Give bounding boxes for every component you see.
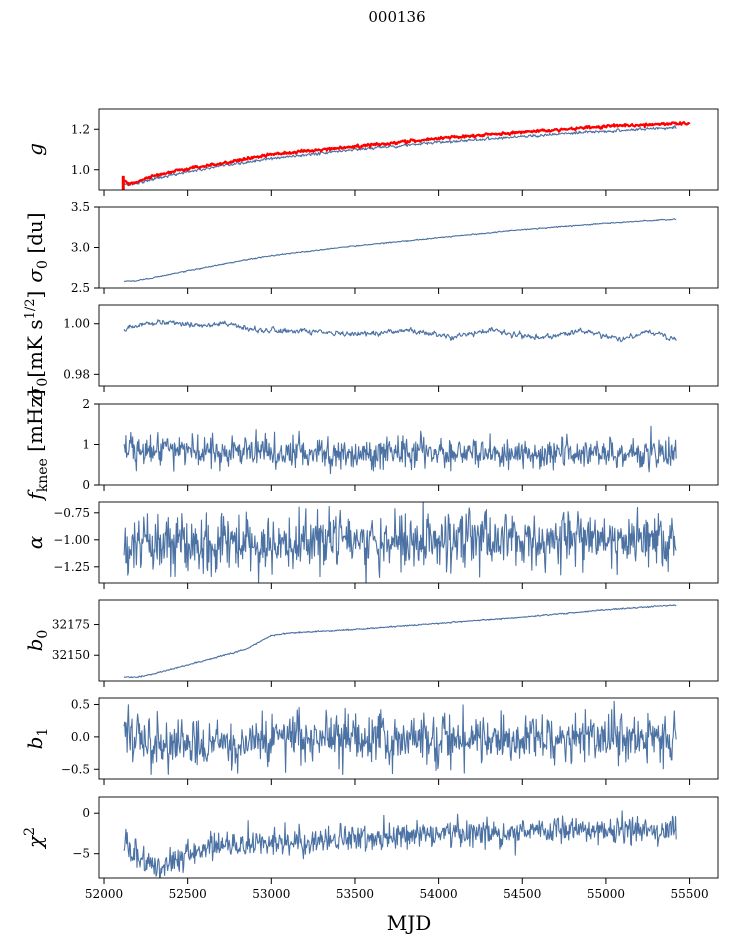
figure-title: 000136 (368, 8, 425, 26)
series-line-g-0 (123, 125, 677, 187)
panel-fknee: 0 1 2 fknee [mHz] (23, 389, 719, 502)
ytick-label-fknee-2: 2 (82, 397, 90, 411)
frame-b0 (98, 599, 719, 682)
series-line-alpha-0 (123, 502, 677, 583)
series-line-b1-0 (123, 700, 677, 776)
series-line-b0-0 (123, 604, 677, 679)
frame-sigma0_mk (98, 304, 719, 387)
series-line-sigma0_du-0 (123, 218, 677, 283)
xtick-label-2: 53000 (252, 887, 290, 901)
series-line-fknee-0 (123, 425, 677, 475)
xtick-label-3: 53500 (336, 887, 374, 901)
panel-sigma0_mk: 0.98 1.00 σ0[mK s1/2] (23, 291, 719, 401)
series-line-sigma0_mk-0 (123, 319, 677, 343)
ytick-label-alpha-2: −0.75 (53, 506, 90, 520)
ytick-label-sigma0_mk-1: 1.00 (63, 317, 90, 331)
xtick-label-7: 55500 (670, 887, 708, 901)
ylabel-sigma0_mk: σ0[mK s1/2] (23, 291, 51, 401)
ytick-label-b1-2: 0.5 (71, 697, 90, 711)
ytick-label-chi2-0: −5 (72, 847, 90, 861)
xtick-label-5: 54500 (503, 887, 541, 901)
series-line-chi2-0 (123, 810, 677, 878)
frame-sigma0_du (98, 206, 719, 289)
ylabel-g: g (23, 143, 47, 156)
panel-alpha: −1.25 −1.00 −0.75 α (23, 501, 719, 589)
ytick-label-b0-1: 32175 (52, 618, 90, 632)
xtick-label-4: 54000 (420, 887, 458, 901)
panel-b1: −0.5 0.0 0.5 b1 (23, 697, 719, 785)
ytick-label-alpha-1: −1.00 (53, 533, 90, 547)
ytick-label-fknee-1: 1 (82, 438, 90, 452)
panel-g: 1.0 1.2 g (23, 108, 719, 196)
series-line-g-1 (121, 121, 691, 186)
xtick-label-0: 52000 (85, 887, 123, 901)
ytick-label-b1-1: 0.0 (71, 730, 90, 744)
ytick-label-b0-0: 32150 (52, 648, 90, 662)
ylabel-b1: b1 (23, 728, 51, 750)
ylabel-chi2: χ2 (22, 827, 47, 850)
ytick-label-alpha-0: −1.25 (53, 560, 90, 574)
ylabel-b0: b0 (23, 630, 51, 652)
ytick-label-sigma0_du-1: 3.0 (71, 241, 90, 255)
frame-g (98, 108, 719, 191)
panel-sigma0_du: 2.5 3.0 3.5 σ0 [du] (23, 200, 719, 295)
frame-alpha (98, 501, 719, 584)
ytick-label-sigma0_du-2: 3.5 (71, 200, 90, 214)
panel-chi2: −5 0 52000 52500 53000 53500 54000 54500 55000 55… (22, 796, 719, 901)
ylabel-sigma0_du: σ0 [du] (23, 212, 51, 282)
ytick-label-g-0: 1.0 (71, 163, 90, 177)
xtick-label-1: 52500 (169, 887, 207, 901)
ytick-label-b1-0: −0.5 (61, 762, 90, 776)
ytick-label-chi2-1: 0 (82, 806, 90, 820)
ytick-label-fknee-0: 0 (82, 478, 90, 492)
frame-b1 (98, 697, 719, 780)
frame-chi2 (98, 796, 719, 879)
ylabel-alpha: α (23, 535, 47, 549)
ytick-label-sigma0_mk-0: 0.98 (63, 367, 90, 381)
ytick-label-sigma0_du-0: 2.5 (71, 281, 90, 295)
xtick-label-6: 55000 (587, 887, 625, 901)
x-axis-label: MJD (387, 911, 432, 935)
ytick-label-g-1: 1.2 (71, 122, 90, 136)
ylabel-fknee: fknee [mHz] (23, 389, 51, 501)
